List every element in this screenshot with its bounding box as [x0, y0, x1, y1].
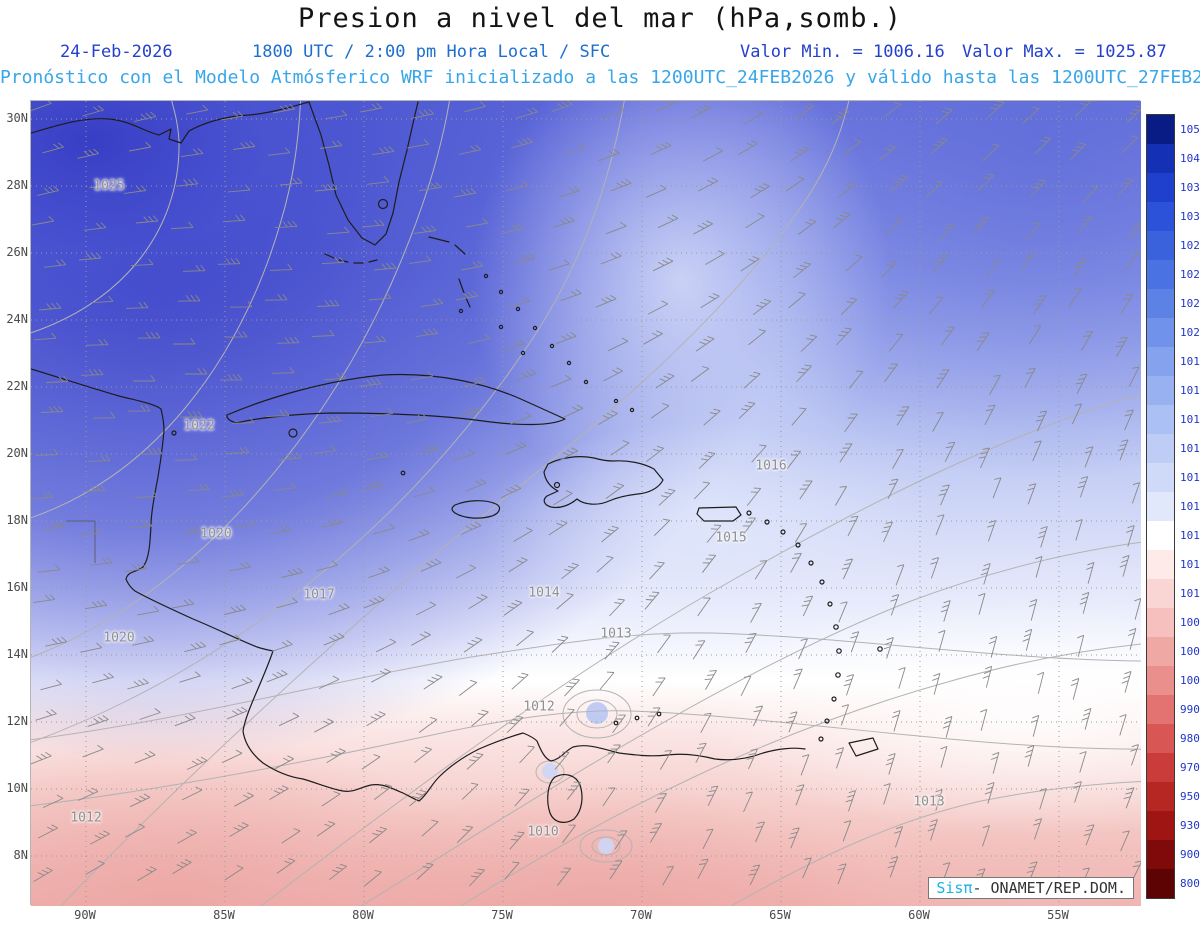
credit-brand: Sisπ — [936, 879, 973, 897]
colorbar-level-label: 1010 — [1180, 587, 1200, 600]
colorbar-swatch — [1147, 144, 1174, 173]
colorbar-swatch — [1147, 695, 1174, 724]
colorbar-level-label: 990 — [1180, 703, 1200, 716]
colorbar-swatch — [1147, 318, 1174, 347]
colorbar-swatch — [1147, 173, 1174, 202]
colorbar-swatch — [1147, 811, 1174, 840]
lat-tick-label: 14N — [6, 647, 28, 661]
lat-tick-label: 22N — [6, 379, 28, 393]
colorbar-level-label: 1019 — [1180, 355, 1200, 368]
grid-lines — [31, 101, 1141, 906]
colorbar-swatch — [1147, 231, 1174, 260]
colorbar-level-label: 1014 — [1180, 500, 1200, 513]
page-title: Presion a nivel del mar (hPa,somb.) — [298, 3, 902, 34]
colorbar-level-label: 1018 — [1180, 384, 1200, 397]
colorbar-level-label: 900 — [1180, 848, 1200, 861]
colorbar-swatch — [1147, 492, 1174, 521]
lon-tick-label: 65W — [769, 908, 791, 922]
colorbar-level-label: 800 — [1180, 877, 1200, 890]
colorbar-level-label: 980 — [1180, 732, 1200, 745]
colorbar-swatch — [1147, 666, 1174, 695]
lat-tick-label: 8N — [13, 848, 28, 862]
forecast-date: 24-Feb-2026 — [60, 42, 173, 62]
map-area: 1025 1022 1020 1020 1017 1016 1015 1014 1013 1012… — [30, 100, 1141, 906]
lon-tick-label: 90W — [74, 908, 96, 922]
colorbar-swatch — [1147, 579, 1174, 608]
colorbar-swatch — [1147, 869, 1174, 898]
lon-tick-label: 60W — [908, 908, 930, 922]
lon-tick-label: 70W — [630, 908, 652, 922]
colorbar-level-label: 1015 — [1180, 471, 1200, 484]
lat-tick-label: 16N — [6, 580, 28, 594]
colorbar-level-label: 930 — [1180, 819, 1200, 832]
colorbar-level-label: 1040 — [1180, 152, 1200, 165]
colorbar-swatch — [1147, 115, 1174, 144]
colorbar-level-label: 1006 — [1180, 645, 1200, 658]
lon-tick-label: 85W — [213, 908, 235, 922]
colorbar-swatch — [1147, 376, 1174, 405]
colorbar-level-label: 1013 — [1180, 529, 1200, 542]
colorbar-level-label: 1025 — [1180, 268, 1200, 281]
colorbar-swatch — [1147, 463, 1174, 492]
colorbar-swatch — [1147, 521, 1174, 550]
colorbar-swatch — [1147, 405, 1174, 434]
max-value-label: Valor Max. = 1025.87 — [962, 42, 1167, 62]
lon-tick-label: 80W — [352, 908, 374, 922]
colorbar-swatch — [1147, 260, 1174, 289]
colorbar-level-label: 1022 — [1180, 297, 1200, 310]
colorbar: 1050 1040 1035 1030 1028 1025 1022 1020 1019 1018… — [1146, 114, 1200, 905]
colorbar-swatch — [1147, 608, 1174, 637]
min-value-label: Valor Min. = 1006.16 — [740, 42, 945, 62]
colorbar-swatch — [1147, 434, 1174, 463]
colorbar-level-label: 1000 — [1180, 674, 1200, 687]
pressure-map-svg — [31, 101, 1141, 906]
colorbar-swatch — [1147, 753, 1174, 782]
coastlines — [31, 101, 883, 823]
lon-tick-label: 75W — [491, 908, 513, 922]
colorbar-swatch — [1147, 550, 1174, 579]
colorbar-swatch — [1147, 724, 1174, 753]
credit-text: - ONAMET/REP.DOM. — [972, 879, 1126, 897]
colorbar-swatch — [1147, 637, 1174, 666]
colorbar-level-label: 1020 — [1180, 326, 1200, 339]
model-info-line: Pronóstico con el Modelo Atmósferico WRF… — [0, 67, 1200, 88]
lon-tick-label: 55W — [1047, 908, 1069, 922]
lat-tick-label: 28N — [6, 178, 28, 192]
colorbar-level-label: 1030 — [1180, 210, 1200, 223]
lat-tick-label: 12N — [6, 714, 28, 728]
colorbar-level-label: 1017 — [1180, 413, 1200, 426]
wind-barbs — [31, 101, 1141, 890]
colorbar-level-label: 1028 — [1180, 239, 1200, 252]
colorbar-level-label: 1035 — [1180, 181, 1200, 194]
forecast-time: 1800 UTC / 2:00 pm Hora Local / SFC — [252, 42, 611, 62]
colorbar-level-label: 1008 — [1180, 616, 1200, 629]
lat-tick-label: 18N — [6, 513, 28, 527]
colorbar-swatch — [1147, 782, 1174, 811]
lat-tick-label: 20N — [6, 446, 28, 460]
colorbar-swatch — [1147, 347, 1174, 376]
lat-tick-label: 10N — [6, 781, 28, 795]
colorbar-level-label: 1012 — [1180, 558, 1200, 571]
lat-tick-label: 26N — [6, 245, 28, 259]
colorbar-swatch — [1147, 840, 1174, 869]
contour-lines — [31, 101, 1141, 906]
lat-tick-label: 24N — [6, 312, 28, 326]
colorbar-level-label: 1016 — [1180, 442, 1200, 455]
colorbar-level-label: 1050 — [1180, 123, 1200, 136]
forecast-header-line: 24-Feb-2026 1800 UTC / 2:00 pm Hora Loca… — [0, 42, 1200, 66]
colorbar-level-label: 970 — [1180, 761, 1200, 774]
colorbar-swatch — [1147, 289, 1174, 318]
colorbar-swatch — [1147, 202, 1174, 231]
credit-box: Sisπ- ONAMET/REP.DOM. — [928, 877, 1134, 899]
lat-tick-label: 30N — [6, 111, 28, 125]
colorbar-level-label: 950 — [1180, 790, 1200, 803]
